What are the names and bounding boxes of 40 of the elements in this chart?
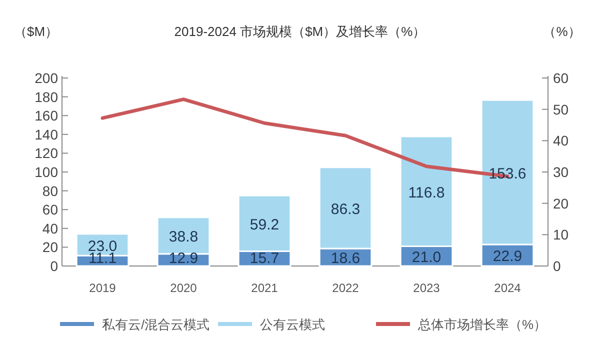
y-tick-label: 180	[34, 88, 58, 105]
y-tick-label: 140	[34, 126, 58, 142]
x-tick-label: 2019	[89, 281, 116, 295]
y-tick-label: 40	[42, 220, 58, 236]
data-label: 21.0	[412, 249, 442, 266]
y-tick-label: 0	[50, 258, 58, 274]
x-tick-label: 2020	[170, 281, 198, 295]
y-tick-label: 200	[34, 70, 58, 86]
x-tick-label: 2021	[251, 281, 278, 295]
y2-tick-label: 20	[553, 195, 569, 212]
y2-axis-title: （%）	[543, 24, 581, 39]
y2-tick-label: 60	[553, 70, 569, 86]
chart-title: 2019-2024 市场规模（$M）及增长率（%）	[174, 24, 426, 39]
y2-tick-label: 10	[553, 226, 569, 243]
y2-tick-label: 30	[553, 164, 569, 180]
data-label: 38.8	[168, 228, 198, 246]
data-label: 12.9	[168, 250, 198, 267]
data-label: 15.7	[250, 250, 280, 267]
data-label: 153.6	[488, 165, 526, 182]
data-label: 18.6	[330, 250, 360, 267]
data-label: 22.9	[492, 248, 522, 266]
x-tick-label: 2024	[494, 281, 522, 295]
y-tick-label: 20	[42, 239, 58, 256]
y2-tick-label: 0	[553, 258, 561, 274]
y2-tick-label: 50	[553, 101, 569, 118]
data-label: 59.2	[250, 216, 280, 234]
x-tick-label: 2022	[332, 281, 360, 295]
x-tick-label: 2023	[413, 281, 440, 295]
legend-label: 私有云/混合云模式	[102, 317, 210, 332]
y-tick-label: 120	[34, 145, 58, 162]
y-tick-label: 100	[34, 164, 58, 180]
data-label: 86.3	[330, 200, 360, 218]
y-tick-label: 160	[34, 108, 58, 124]
y-axis-title: （$M）	[14, 24, 58, 39]
legend-label: 公有云模式	[260, 317, 325, 332]
y-tick-label: 60	[42, 202, 58, 218]
legend-label: 总体市场增长率（%）	[417, 317, 547, 332]
data-label: 116.8	[408, 184, 445, 202]
y2-tick-label: 40	[553, 132, 569, 149]
y-tick-label: 80	[42, 182, 58, 199]
